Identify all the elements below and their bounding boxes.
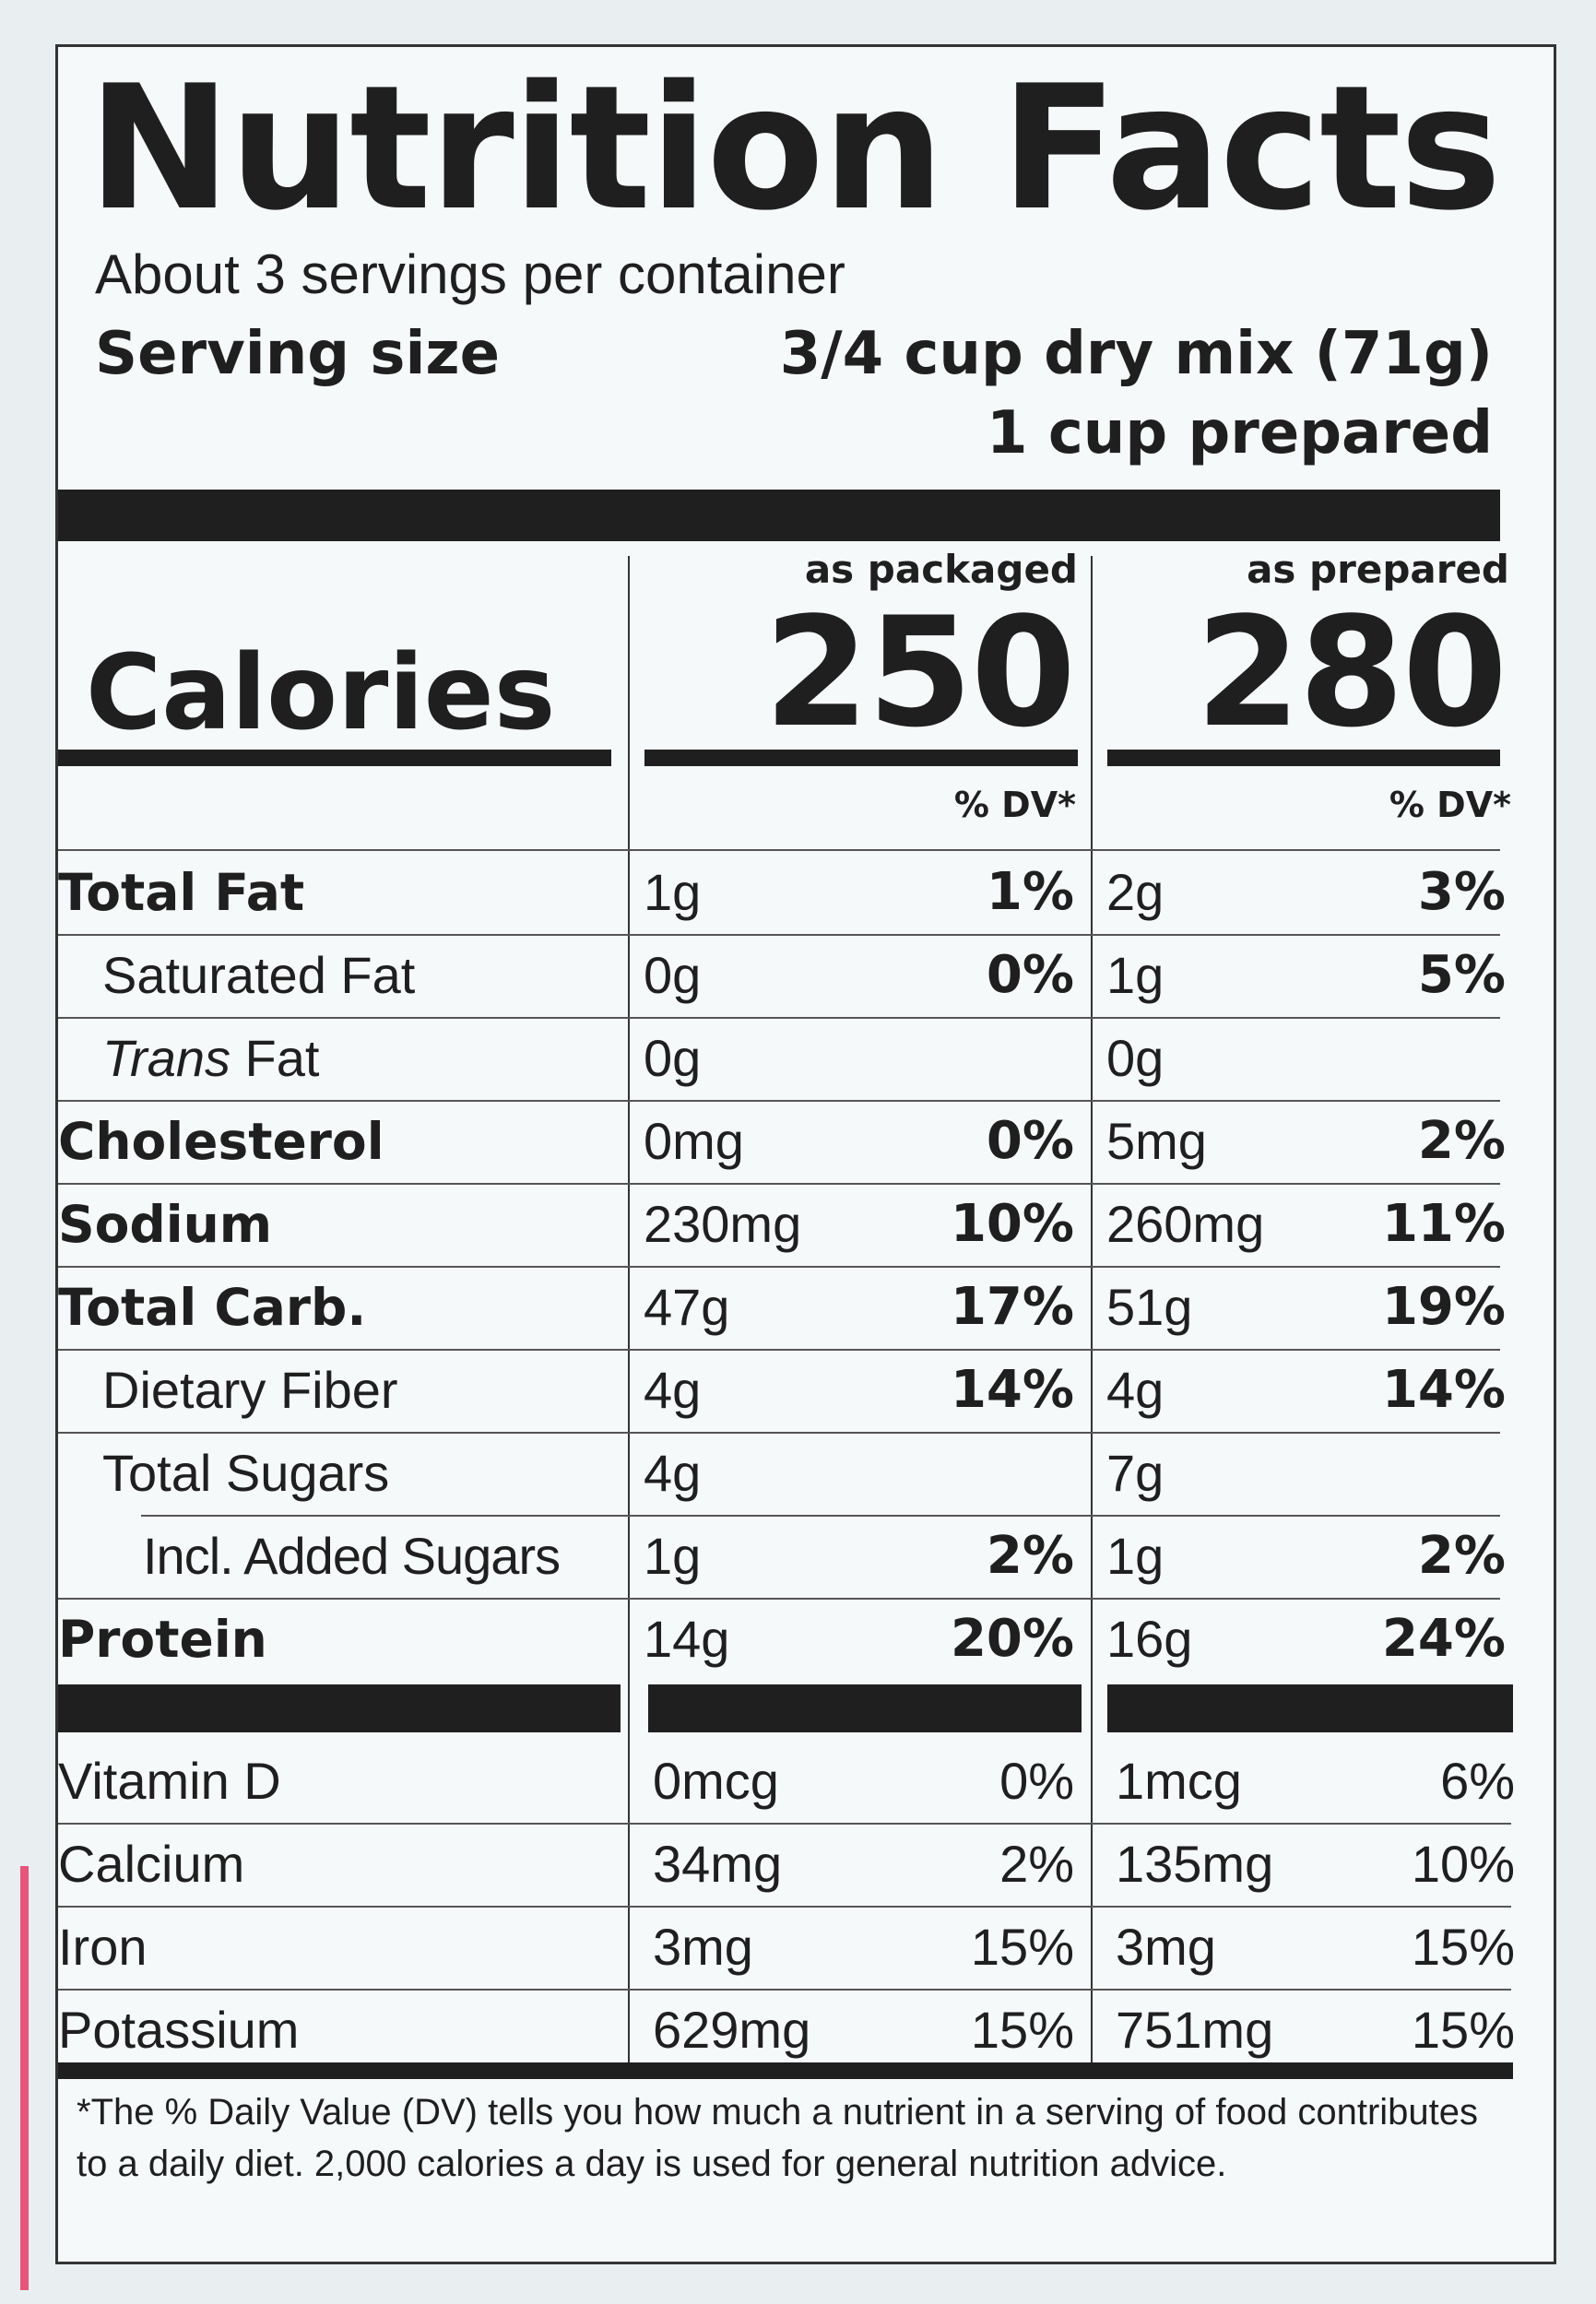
nutrient-row-total-sugars: Total Sugars 4g 7g — [102, 1444, 1164, 1502]
row-rule — [141, 1515, 1500, 1517]
column-divider-left — [628, 556, 630, 2077]
col-header-packaged: as packaged — [804, 547, 1078, 592]
nutrient-table-top-rule — [58, 849, 1500, 851]
nutrient-row-cholesterol: Cholesterol 0mg 0% 5mg 2% — [58, 1111, 1506, 1171]
label-title: Nutrition Facts — [88, 48, 1502, 248]
row-rule — [58, 1017, 1500, 1019]
calories-label: Calories — [86, 633, 556, 753]
serving-size-prepared: 1 cup prepared — [987, 399, 1493, 467]
vitamin-row-iron: Iron 3mg 15% 3mg 15% — [58, 1918, 1515, 1976]
nutrient-row-saturated-fat: Saturated Fat 0g 0% 1g 5% — [102, 945, 1506, 1005]
calories-divider-packaged — [644, 750, 1078, 766]
row-rule — [58, 1183, 1500, 1185]
row-rule — [58, 1100, 1500, 1102]
nutrient-row-added-sugars: Incl. Added Sugars 1g 2% 1g 2% — [143, 1526, 1506, 1586]
nutrient-row-dietary-fiber: Dietary Fiber 4g 14% 4g 14% — [102, 1360, 1506, 1420]
nutrition-facts-panel: Nutrition Facts About 3 servings per con… — [55, 44, 1556, 2264]
calories-packaged-value: 250 — [763, 585, 1076, 761]
nutrient-row-sodium: Sodium 230mg 10% 260mg 11% — [58, 1194, 1506, 1254]
row-rule — [58, 1906, 1511, 1908]
trans-italic: Trans — [102, 1029, 231, 1087]
row-rule — [58, 934, 1500, 936]
vitamin-row-calcium: Calcium 34mg 2% 135mg 10% — [58, 1835, 1515, 1893]
col-header-prepared: as prepared — [1247, 547, 1509, 592]
dv-header-packaged: % DV* — [953, 785, 1076, 825]
calories-divider-label — [58, 750, 611, 766]
thick-divider-top — [58, 490, 1500, 541]
nutrient-row-protein: Protein 14g 20% 16g 24% — [58, 1609, 1506, 1669]
vitamin-row-vitamin-d: Vitamin D 0mcg 0% 1mcg 6% — [58, 1752, 1515, 1810]
nutrient-row-trans-fat: Trans Fat 0g 0g — [102, 1029, 1164, 1087]
serving-size-dry: 3/4 cup dry mix (71g) — [779, 320, 1493, 388]
row-rule — [58, 1266, 1500, 1268]
nutrient-row-total-fat: Total Fat 1g 1% 2g 3% — [58, 862, 1506, 922]
column-divider-right — [1091, 556, 1093, 2077]
servings-per-container: About 3 servings per container — [95, 243, 845, 305]
vitamin-divider-prepared — [1107, 1684, 1513, 1732]
footnote-divider — [58, 2062, 1513, 2079]
row-rule — [58, 1989, 1511, 1991]
nutrient-row-total-carb: Total Carb. 47g 17% 51g 19% — [58, 1277, 1506, 1337]
calories-divider-prepared — [1107, 750, 1500, 766]
trans-fat-rest: Fat — [231, 1029, 320, 1087]
vitamin-divider-label — [58, 1684, 621, 1732]
dv-header-prepared: % DV* — [1389, 785, 1511, 825]
serving-size-label: Serving size — [95, 320, 501, 388]
vitamin-divider-packaged — [648, 1684, 1082, 1732]
daily-value-footnote: *The % Daily Value (DV) tells you how mu… — [77, 2092, 1478, 2184]
row-rule — [58, 1598, 1500, 1600]
package-edge-stripe — [20, 1866, 29, 2290]
calories-prepared-value: 280 — [1195, 585, 1507, 761]
row-rule — [58, 1823, 1511, 1825]
row-rule — [58, 1349, 1500, 1351]
vitamin-row-potassium: Potassium 629mg 15% 751mg 15% — [58, 2001, 1515, 2059]
row-rule — [58, 1432, 1500, 1434]
